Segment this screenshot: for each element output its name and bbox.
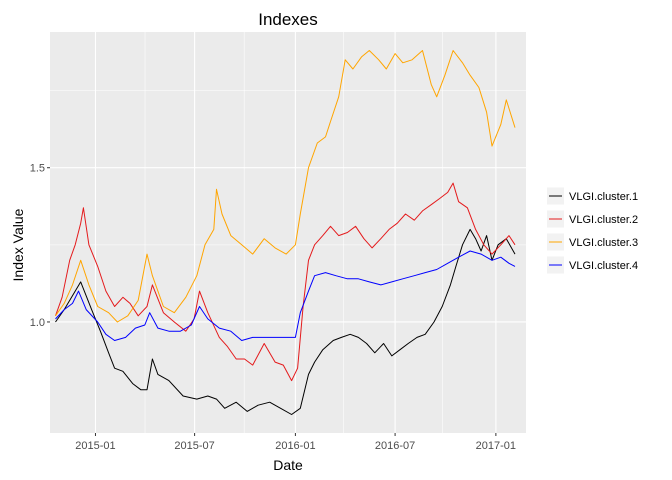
series-line-3 (55, 50, 516, 323)
y-tick-label: 1.0 (30, 317, 45, 329)
x-tick-label: 2015-07 (174, 440, 214, 452)
series-line-1 (55, 228, 516, 415)
x-axis: 2015-01 2015-07 2016-01 2016-07 2017-01 (75, 433, 516, 452)
series-line-2 (55, 182, 516, 382)
x-axis-title: Date (273, 457, 303, 473)
x-tick-label: 2016-01 (275, 440, 315, 452)
x-tick-label: 2017-01 (476, 440, 516, 452)
legend-label: VLGI.cluster.1 (569, 191, 638, 203)
x-tick-label: 2015-01 (75, 440, 115, 452)
y-tick-label: 1.5 (30, 163, 45, 175)
legend-label: VLGI.cluster.2 (569, 214, 638, 226)
legend: VLGI.cluster.1 VLGI.cluster.2 VLGI.cluster… (547, 187, 638, 274)
legend-label: VLGI.cluster.3 (569, 237, 638, 249)
y-axis-title: Index Value (10, 208, 26, 281)
minor-gridlines (50, 32, 526, 433)
x-tick-label: 2016-07 (375, 440, 415, 452)
chart-title: Indexes (258, 10, 318, 29)
series-line-4 (55, 250, 516, 341)
y-axis: 1.0 1.5 (30, 163, 50, 329)
major-gridlines (50, 32, 526, 433)
series-lines (55, 50, 516, 415)
plot-panel (50, 32, 526, 433)
legend-label: VLGI.cluster.4 (569, 260, 638, 272)
